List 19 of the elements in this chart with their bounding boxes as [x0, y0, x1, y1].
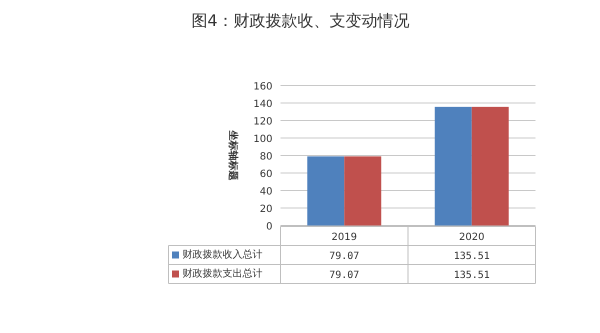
legend-label: 财政拨款支出总计 — [182, 268, 262, 280]
x-tick-label: 2020 — [459, 232, 484, 243]
y-tick-label: 140 — [253, 99, 273, 110]
y-tick-label: 100 — [253, 134, 273, 145]
data-label: 135.51 — [454, 270, 490, 281]
y-tick-label: 20 — [260, 204, 273, 215]
x-tick-label: 2019 — [332, 232, 357, 243]
y-tick-label: 60 — [260, 169, 273, 180]
y-tick-label: 0 — [266, 222, 273, 232]
y-tick-label: 40 — [260, 186, 273, 198]
data-label: 79.07 — [329, 270, 360, 281]
data-label: 79.07 — [329, 251, 360, 262]
y-tick-label: 80 — [260, 152, 273, 162]
y-axis-title: 坐标轴标题 — [227, 130, 239, 180]
data-label: 135.51 — [454, 251, 490, 262]
y-tick-label: 160 — [253, 82, 273, 92]
chart-title: 图4：财政拨款收、支变动情况 — [191, 11, 410, 30]
legend-label: 财政拨款收入总计 — [182, 248, 262, 260]
y-tick-label: 120 — [253, 116, 273, 128]
